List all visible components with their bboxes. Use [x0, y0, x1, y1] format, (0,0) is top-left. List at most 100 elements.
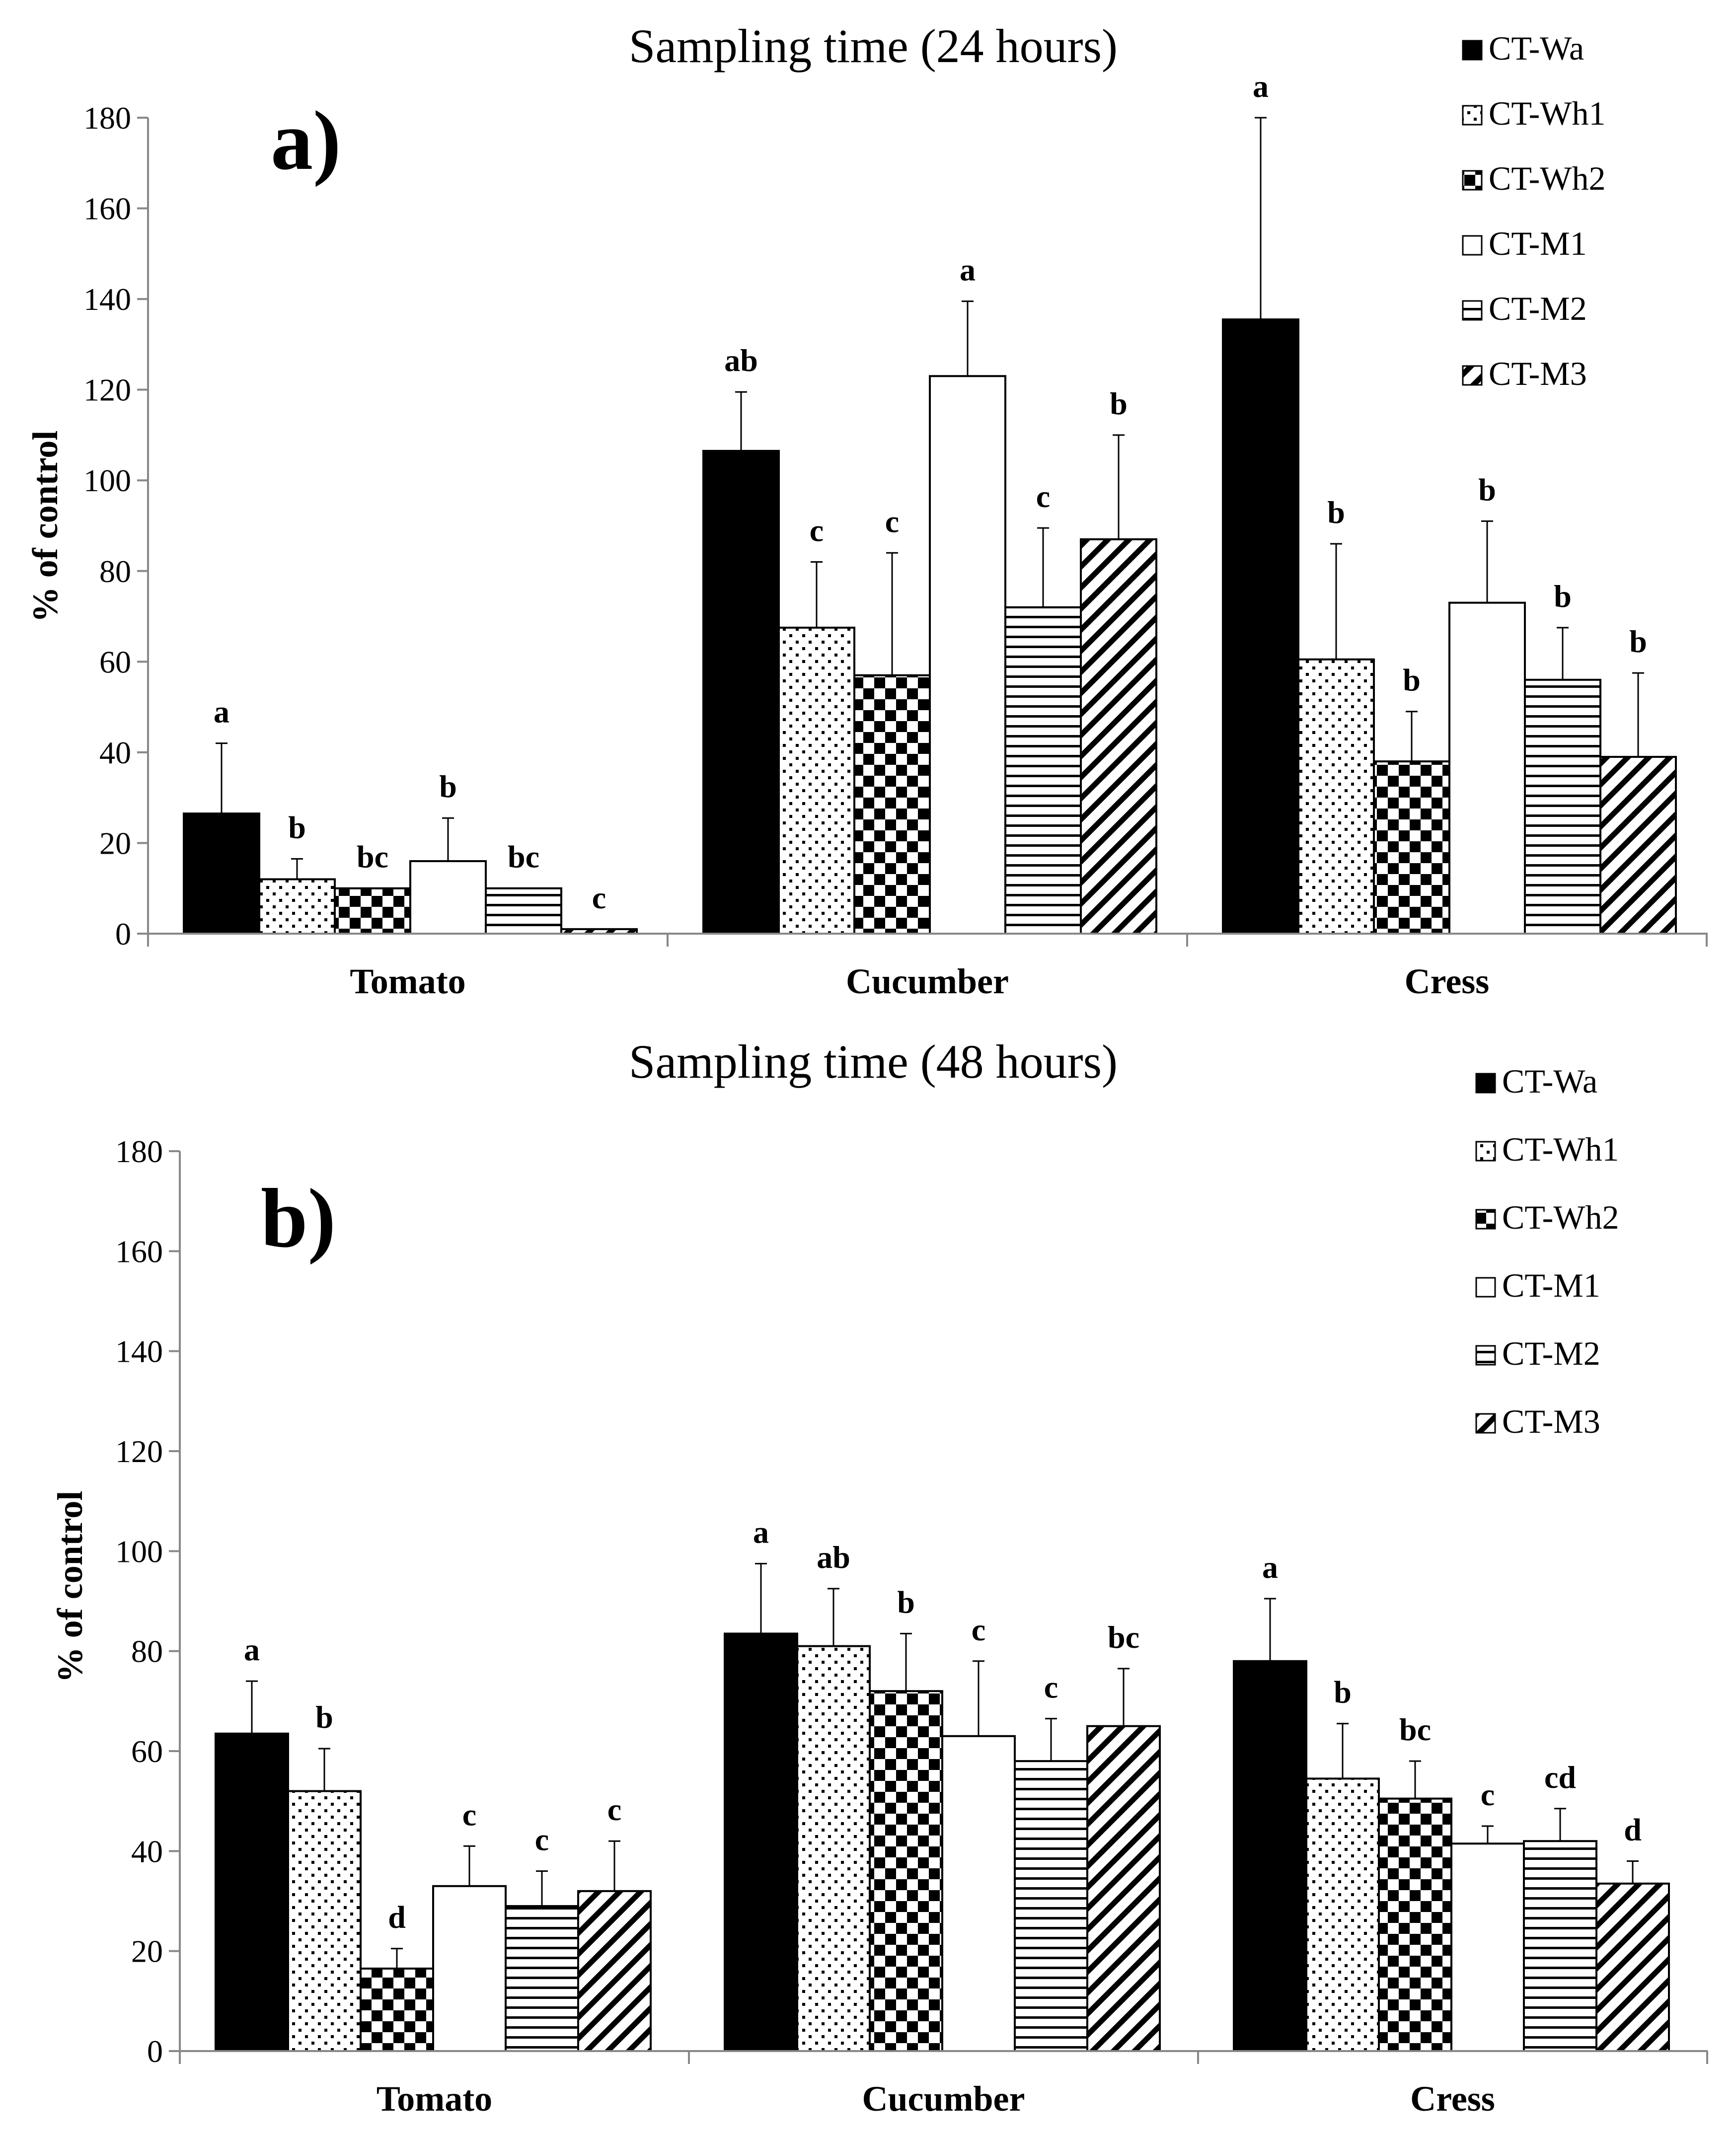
category-label: Cucumber: [846, 961, 1009, 1001]
significance-letter: c: [885, 504, 899, 539]
y-tick-label: 60: [131, 1734, 163, 1769]
y-tick-label: 80: [131, 1634, 163, 1669]
bar: [505, 1905, 579, 2052]
significance-letter: c: [607, 1792, 621, 1827]
y-tick-label: 0: [115, 916, 131, 952]
bar: [258, 878, 336, 935]
significance-letter: bc: [1399, 1712, 1431, 1747]
significance-letter: b: [1403, 662, 1421, 698]
bar: [778, 626, 855, 935]
legend-label: CT-Wh1: [1502, 1130, 1619, 1168]
legend-swatch: [1462, 40, 1483, 61]
y-tick-label: 0: [147, 2034, 163, 2069]
legend-label: CT-M1: [1489, 224, 1587, 262]
legend-label: CT-Wa: [1489, 29, 1584, 67]
bar: [1305, 1777, 1380, 2053]
legend-label: CT-Wh2: [1502, 1198, 1619, 1236]
legend-swatch: [1462, 365, 1483, 386]
bar: [485, 887, 562, 935]
bar: [1080, 538, 1157, 935]
bar: [183, 812, 260, 935]
bar: [287, 1790, 362, 2053]
category-label: Cress: [1405, 961, 1490, 1001]
bar: [702, 449, 780, 935]
significance-letter: b: [315, 1699, 333, 1735]
bar: [409, 860, 487, 935]
panel-label: b): [261, 1172, 336, 1265]
legend-label: CT-Wa: [1502, 1062, 1597, 1100]
legend-label: CT-M2: [1502, 1334, 1600, 1372]
axes: [137, 117, 1708, 947]
significance-letter: a: [244, 1632, 260, 1667]
significance-letter: c: [535, 1822, 549, 1857]
legend-swatch: [1462, 170, 1483, 191]
y-tick-label: 100: [83, 463, 131, 498]
significance-letter: b: [1478, 472, 1496, 507]
legend-label: CT-M3: [1489, 355, 1587, 392]
bar: [869, 1690, 943, 2052]
bar: [929, 375, 1006, 935]
category-labels: Tomato Cucumber Cress: [377, 2079, 1495, 2119]
significance-letter: b: [439, 769, 457, 804]
significance-letter: c: [462, 1797, 476, 1832]
bar: [577, 1890, 652, 2053]
y-tick-label: 40: [131, 1834, 163, 1869]
significance-letter: cd: [1544, 1760, 1576, 1795]
bar: [1450, 1842, 1525, 2053]
y-tick-label: 180: [83, 100, 131, 136]
y-tick-label: 160: [115, 1234, 163, 1269]
significance-letter: b: [288, 809, 306, 845]
legend: CT-Wa CT-Wh1 CT-Wh2 CT-M1 CT-M2 CT-M3: [1475, 1062, 1619, 1440]
significance-letter: b: [1110, 386, 1128, 421]
legend-swatch: [1475, 1277, 1496, 1298]
significance-letter: b: [1334, 1675, 1352, 1710]
legend-swatch: [1462, 105, 1483, 126]
bar: [1297, 658, 1375, 935]
legend-label: CT-M3: [1502, 1402, 1600, 1440]
bar: [1448, 601, 1526, 935]
category-label: Cucumber: [862, 2079, 1025, 2119]
bar: [1014, 1760, 1088, 2052]
significance-letter: c: [1481, 1777, 1495, 1812]
bar: [215, 1732, 289, 2052]
y-tick-labels: 0 20 40 60 80 100 120 140 160 180: [83, 100, 131, 952]
significance-letter: c: [972, 1612, 985, 1647]
significance-letter: a: [1253, 69, 1269, 104]
y-tick-label: 120: [83, 372, 131, 408]
y-tick-labels: 0 20 40 60 80 100 120 140 160 180: [115, 1134, 163, 2069]
significance-letter: d: [1624, 1812, 1642, 1847]
y-tick-label: 160: [83, 191, 131, 226]
significance-letter: a: [753, 1515, 769, 1550]
significance-letter: c: [1044, 1670, 1058, 1705]
significance-letter: a: [960, 252, 976, 288]
y-axis-label: % of control: [25, 431, 65, 623]
legend-label: CT-Wh2: [1489, 159, 1605, 197]
bar: [432, 1885, 507, 2053]
significance-letter: ab: [817, 1540, 850, 1575]
bar: [1523, 1840, 1597, 2052]
bar: [1086, 1725, 1161, 2053]
bar: [1004, 606, 1082, 935]
significance-letter: c: [1036, 479, 1050, 514]
legend-swatch: [1475, 1209, 1496, 1230]
significance-letter: bc: [357, 839, 388, 875]
legend-swatch: [1475, 1141, 1496, 1162]
significance-letter: bc: [1108, 1619, 1139, 1655]
significance-letter: b: [1327, 495, 1345, 530]
bar: [1222, 318, 1299, 935]
category-label: Cress: [1410, 2079, 1495, 2119]
panel-label: a): [271, 94, 341, 187]
legend: CT-Wa CT-Wh1 CT-Wh2 CT-M1 CT-M2 CT-M3: [1462, 29, 1605, 392]
legend-swatch: [1462, 300, 1483, 321]
bar: [941, 1735, 1016, 2053]
significance-letter: b: [897, 1584, 915, 1619]
bar: [796, 1645, 871, 2053]
bar: [1233, 1660, 1307, 2053]
significance-letter: bc: [508, 839, 539, 875]
axes: [169, 1150, 1708, 2064]
y-tick-label: 120: [115, 1434, 163, 1469]
legend-label: CT-M2: [1489, 290, 1587, 327]
bar: [1524, 678, 1601, 935]
